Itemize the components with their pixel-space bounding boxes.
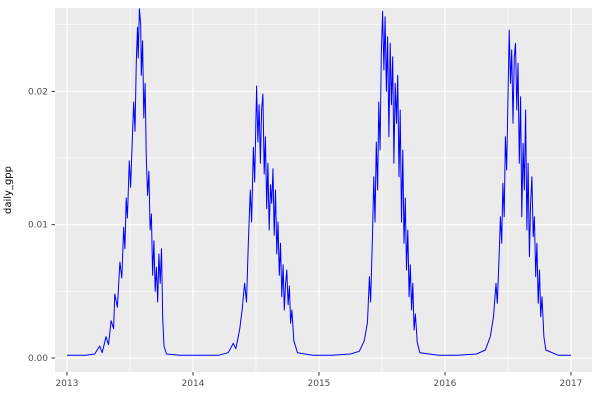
y-tick-label: 0.01 bbox=[28, 221, 48, 231]
y-tick-label: 0.02 bbox=[28, 87, 48, 97]
x-tick-label: 2017 bbox=[560, 379, 583, 389]
x-tick-label: 2015 bbox=[308, 379, 331, 389]
y-tick-label: 0.00 bbox=[28, 354, 48, 364]
y-axis-title: daily_gpp bbox=[3, 166, 14, 214]
x-tick-label: 2013 bbox=[56, 379, 79, 389]
x-tick-label: 2016 bbox=[434, 379, 457, 389]
gpp-line-series bbox=[67, 8, 571, 356]
x-tick-label: 2014 bbox=[182, 379, 205, 389]
